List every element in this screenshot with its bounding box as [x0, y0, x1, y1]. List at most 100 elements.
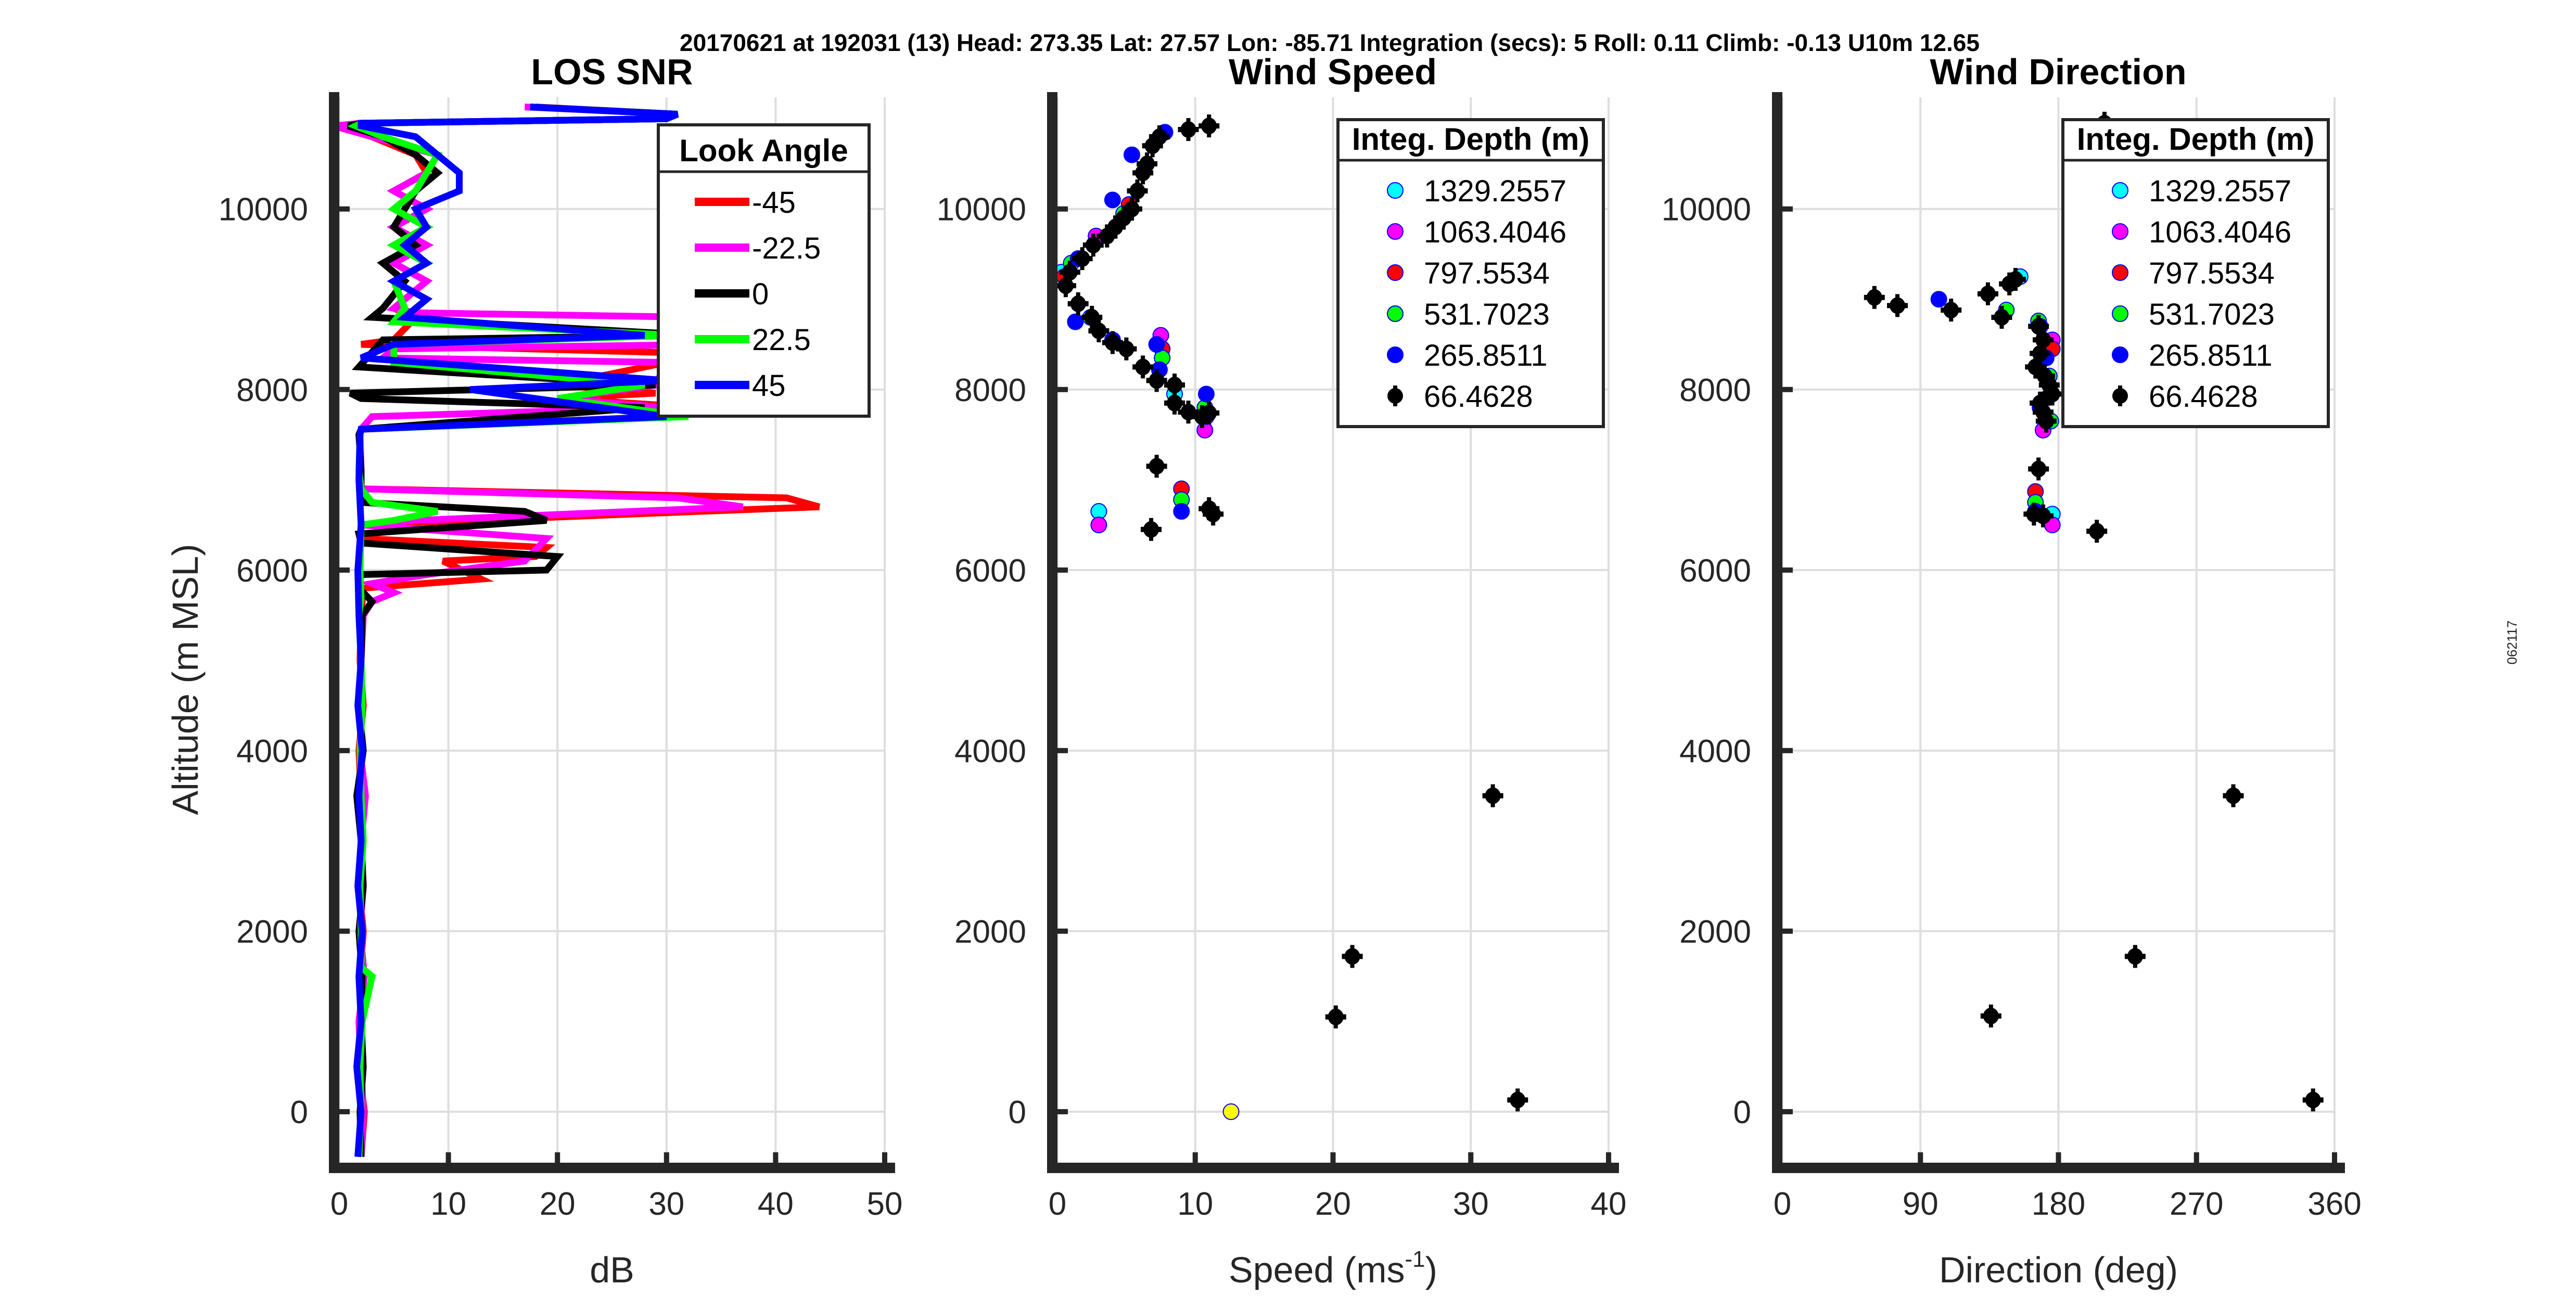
y-tick-label: 2000: [236, 914, 308, 950]
legend-item[interactable]: 265.8511: [1387, 339, 1548, 372]
figure-header: 20170621 at 192031 (13) Head: 273.35 Lat…: [680, 29, 1980, 56]
plot-area: [339, 104, 820, 1157]
series-line-22.5: [347, 104, 689, 1157]
x-tick: [1918, 1152, 1923, 1163]
data-point-arm: [2030, 400, 2051, 406]
legend-swatch-marker: [2112, 223, 2128, 240]
y-tick: [339, 387, 350, 392]
y-tick-label: 2000: [954, 914, 1026, 950]
legend-swatch-marker: [1387, 182, 1404, 199]
legend-item[interactable]: -22.5: [695, 231, 821, 265]
x-tick-label: 360: [2307, 1186, 2361, 1222]
data-point: [1164, 374, 1185, 397]
y-tick: [1057, 567, 1068, 573]
data-point-arm: [1127, 188, 1148, 194]
data-point: [2124, 945, 2146, 968]
legend[interactable]: Integ. Depth (m) 1329.2557 1063.4046 797.55…: [2061, 118, 2330, 428]
data-point: [1067, 313, 1084, 330]
legend-item[interactable]: 531.7023: [2112, 298, 2275, 331]
data-point: [1325, 1005, 1346, 1028]
legend-item[interactable]: 265.8511: [2112, 339, 2273, 372]
x-axis-line: [1047, 1163, 1619, 1173]
data-point-arm: [1142, 143, 1163, 149]
legend-item[interactable]: 66.4628: [1387, 380, 1533, 414]
data-point-arm: [2124, 954, 2146, 959]
data-point: [1081, 305, 1103, 329]
data-point-arm: [2005, 277, 2026, 282]
data-point-arm: [1941, 307, 1962, 313]
y-tick: [1057, 928, 1068, 934]
legend-label: 797.5534: [2149, 256, 2275, 290]
x-tick-label: 20: [1315, 1186, 1351, 1222]
y-tick: [1057, 1109, 1068, 1114]
x-tick-label: 270: [2170, 1186, 2223, 1222]
data-point: [2033, 504, 2054, 528]
legend-item[interactable]: 1063.4046: [2112, 215, 2291, 249]
panel-title: Wind Speed: [1229, 52, 1437, 92]
y-tick: [339, 928, 350, 934]
y-tick-label: 10000: [219, 192, 308, 228]
legend[interactable]: Integ. Depth (m) 1329.2557 1063.4046 797.55…: [1336, 118, 1605, 428]
x-tick: [1192, 1152, 1198, 1163]
x-tick-label: 30: [648, 1186, 684, 1222]
series-line-45: [353, 104, 679, 1157]
y-tick: [339, 567, 350, 573]
data-point: [1116, 337, 1137, 361]
legend-label: 797.5534: [1424, 256, 1550, 290]
data-point: [1057, 274, 1076, 298]
y-tick-label: 0: [1009, 1095, 1026, 1130]
data-point-arm: [2038, 382, 2060, 388]
legend-swatch-plus-stem: [1393, 385, 1397, 406]
legend-item[interactable]: 45: [695, 369, 786, 403]
data-point: [1142, 134, 1163, 158]
data-point-arm: [1977, 291, 1998, 297]
data-point: [1887, 294, 1908, 317]
data-point: [1930, 291, 1947, 308]
legend-item[interactable]: 22.5: [695, 323, 811, 357]
legend-label: 66.4628: [1424, 380, 1533, 414]
y-tick-label: 2000: [1679, 914, 1751, 950]
legend-item[interactable]: 797.5534: [2112, 256, 2275, 290]
y-tick-label: 10000: [937, 192, 1026, 228]
legend-item[interactable]: 531.7023: [1387, 298, 1550, 331]
data-point: [1127, 179, 1148, 203]
legend[interactable]: Look Angle -45 -22.5 0 22.5 45: [657, 123, 871, 418]
legend-label: 265.8511: [2149, 339, 2273, 372]
y-tick: [1782, 567, 1793, 573]
legend-swatch-marker: [2112, 305, 2128, 322]
x-tick-label: 10: [430, 1186, 466, 1222]
legend-label: -22.5: [752, 231, 821, 265]
y-tick-label: 4000: [1679, 734, 1751, 769]
data-point-arm: [1082, 242, 1104, 248]
panel-title: Wind Direction: [1930, 52, 2186, 92]
data-point: [1132, 355, 1154, 379]
legend-label: 22.5: [752, 323, 811, 357]
data-point-arm: [2033, 513, 2054, 519]
data-point: [1203, 503, 1224, 526]
data-point: [2030, 391, 2051, 415]
legend-label: 0: [752, 277, 769, 311]
legend-swatch-marker: [2112, 346, 2128, 363]
x-tick-label: 0: [1049, 1186, 1066, 1222]
data-point-arm: [1325, 1014, 1346, 1020]
legend-swatch-plus-stem: [2118, 385, 2122, 406]
legend-item[interactable]: 0: [695, 277, 769, 311]
legend-item[interactable]: 1063.4046: [1387, 215, 1566, 249]
x-tick-label: 30: [1453, 1186, 1489, 1222]
legend-swatch-marker: [1387, 264, 1404, 281]
data-point: [1980, 1005, 2001, 1028]
legend-item[interactable]: 1329.2557: [1387, 174, 1566, 208]
data-point-arm: [1203, 511, 1224, 517]
y-tick-label: 4000: [954, 734, 1026, 769]
legend-item[interactable]: -45: [695, 186, 796, 220]
legend-item[interactable]: 1329.2557: [2112, 174, 2291, 208]
y-tick-label: 8000: [236, 372, 308, 408]
legend-item[interactable]: 797.5534: [1387, 256, 1550, 290]
x-tick: [1606, 1152, 1611, 1163]
legend-item[interactable]: 66.4628: [2112, 380, 2258, 414]
data-point-arm: [1198, 410, 1220, 416]
y-tick-label: 8000: [1679, 372, 1751, 408]
data-point-arm: [1864, 294, 1885, 300]
data-point: [1342, 945, 1363, 968]
data-point-arm: [1164, 382, 1185, 388]
